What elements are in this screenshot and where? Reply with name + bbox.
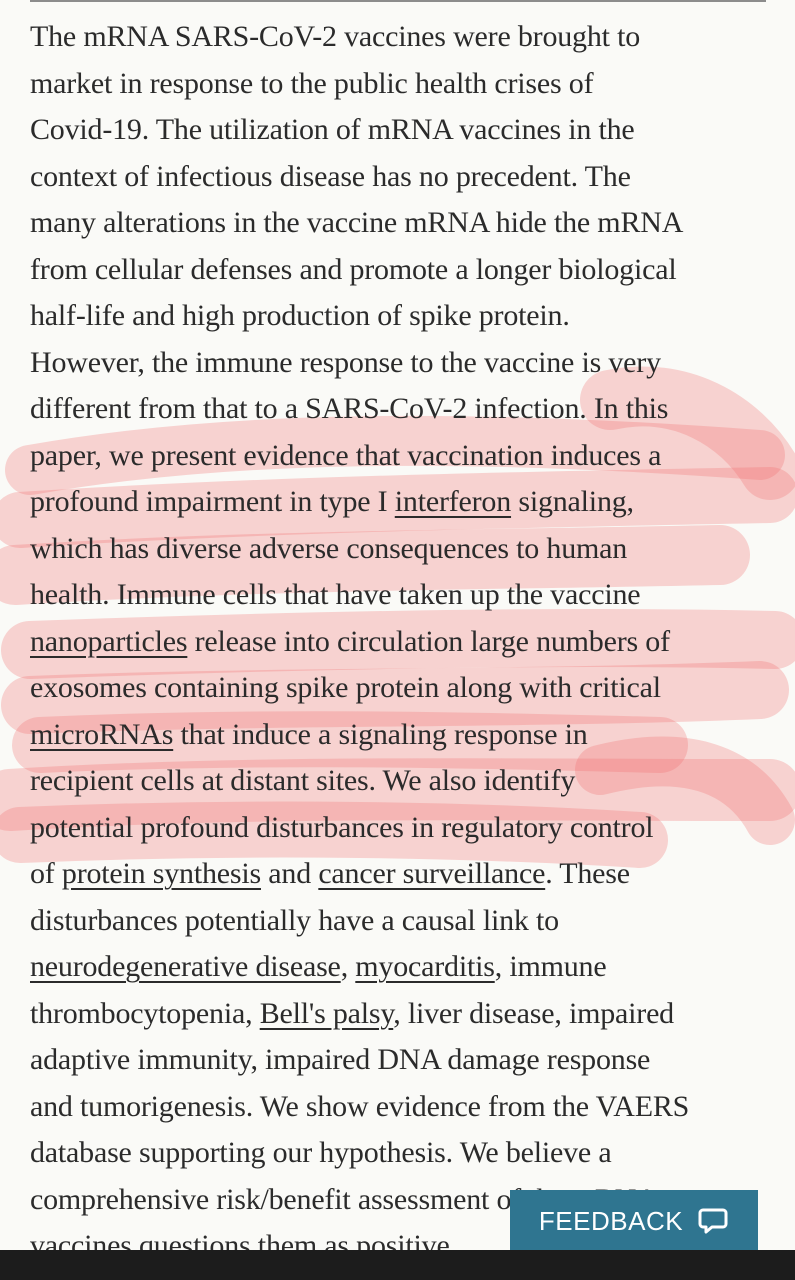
text-segment: context of infectious disease has no pre… xyxy=(30,159,631,193)
text-segment: release into circulation large numbers o… xyxy=(187,624,670,658)
text-line: thrombocytopenia, Bell's palsy, liver di… xyxy=(30,991,770,1038)
text-line: market in response to the public health … xyxy=(30,61,770,108)
text-line: nanoparticles release into circulation l… xyxy=(30,619,770,666)
article-abstract: The mRNA SARS-CoV-2 vaccines were brough… xyxy=(30,14,770,1270)
text-segment: which has diverse adverse consequences t… xyxy=(30,531,628,565)
text-line: disturbances potentially have a causal l… xyxy=(30,898,770,945)
text-segment: many alterations in the vaccine mRNA hid… xyxy=(30,206,684,239)
text-line: profound impairment in type I interferon… xyxy=(30,479,770,526)
text-segment: and tumorigenesis. We show evidence from… xyxy=(30,1089,690,1123)
text-line: The mRNA SARS-CoV-2 vaccines were brough… xyxy=(30,14,770,61)
link-protein-synthesis[interactable]: protein synthesis xyxy=(61,857,261,890)
text-line: microRNAs that induce a signaling respon… xyxy=(30,712,770,759)
link-interferon[interactable]: interferon xyxy=(394,485,512,518)
text-segment: profound impairment in type I xyxy=(30,485,395,518)
text-segment: recipient cells at distant sites. We als… xyxy=(30,764,576,797)
text-segment: paper, we present evidence that vaccinat… xyxy=(30,438,662,472)
text-line: context of infectious disease has no pre… xyxy=(30,154,770,201)
link-cancer-surveillance[interactable]: cancer surveillance xyxy=(318,857,546,890)
link-neurodegenerative-disease[interactable]: neurodegenerative disease xyxy=(30,950,341,983)
text-segment: , xyxy=(340,950,356,983)
text-line: recipient cells at distant sites. We als… xyxy=(30,758,770,805)
text-segment: thrombocytopenia, xyxy=(30,996,260,1030)
text-segment: half-life and high production of spike p… xyxy=(30,299,570,332)
text-segment: However, the immune response to the vacc… xyxy=(30,345,661,379)
text-segment: of xyxy=(30,857,62,890)
text-segment: disturbances potentially have a causal l… xyxy=(30,903,559,937)
text-segment: , liver disease, impaired xyxy=(393,996,674,1030)
text-segment: potential profound disturbances in regul… xyxy=(30,810,654,844)
text-segment: Covid-19. The utilization of mRNA vaccin… xyxy=(30,113,635,146)
text-segment: exosomes containing spike protein along … xyxy=(30,671,661,704)
text-line: neurodegenerative disease, myocarditis, … xyxy=(30,944,770,991)
text-line: However, the immune response to the vacc… xyxy=(30,340,770,387)
text-segment: different from that to a SARS-CoV-2 infe… xyxy=(30,392,669,425)
text-segment: that induce a signaling response in xyxy=(173,717,588,751)
text-segment: The mRNA SARS-CoV-2 vaccines were brough… xyxy=(30,20,641,53)
text-line: from cellular defenses and promote a lon… xyxy=(30,247,770,294)
link-micrornas[interactable]: microRNAs xyxy=(30,717,174,751)
link-myocarditis[interactable]: myocarditis xyxy=(355,950,495,983)
text-segment: from cellular defenses and promote a lon… xyxy=(30,252,677,286)
feedback-button[interactable]: FEEDBACK xyxy=(510,1190,758,1252)
text-line: of protein synthesis and cancer surveill… xyxy=(30,851,770,898)
text-segment: market in response to the public health … xyxy=(30,66,594,100)
top-divider xyxy=(30,0,766,2)
text-line: different from that to a SARS-CoV-2 infe… xyxy=(30,386,770,433)
text-line: half-life and high production of spike p… xyxy=(30,293,770,340)
text-line: potential profound disturbances in regul… xyxy=(30,805,770,852)
text-segment: database supporting our hypothesis. We b… xyxy=(30,1136,612,1169)
link-nanoparticles[interactable]: nanoparticles xyxy=(30,624,188,658)
feedback-label: FEEDBACK xyxy=(538,1205,684,1236)
text-line: Covid-19. The utilization of mRNA vaccin… xyxy=(30,107,770,154)
text-segment: health. Immune cells that have taken up … xyxy=(30,578,641,611)
text-line: paper, we present evidence that vaccinat… xyxy=(30,433,770,480)
text-segment: and xyxy=(260,857,319,890)
text-segment: signaling, xyxy=(511,485,634,518)
text-line: many alterations in the vaccine mRNA hid… xyxy=(30,200,770,247)
chat-bubble-icon xyxy=(697,1206,729,1236)
text-line: exosomes containing spike protein along … xyxy=(30,665,770,712)
system-navigation-bar xyxy=(0,1250,795,1280)
link-bells-palsy[interactable]: Bell's palsy xyxy=(259,996,394,1030)
text-segment: , immune xyxy=(494,950,607,983)
text-line: and tumorigenesis. We show evidence from… xyxy=(30,1084,770,1131)
text-line: health. Immune cells that have taken up … xyxy=(30,572,770,619)
text-line: database supporting our hypothesis. We b… xyxy=(30,1130,770,1177)
text-segment: . These xyxy=(545,857,630,890)
text-segment: adaptive immunity, impaired DNA damage r… xyxy=(30,1043,651,1076)
text-line: adaptive immunity, impaired DNA damage r… xyxy=(30,1037,770,1084)
text-line: which has diverse adverse consequences t… xyxy=(30,526,770,573)
